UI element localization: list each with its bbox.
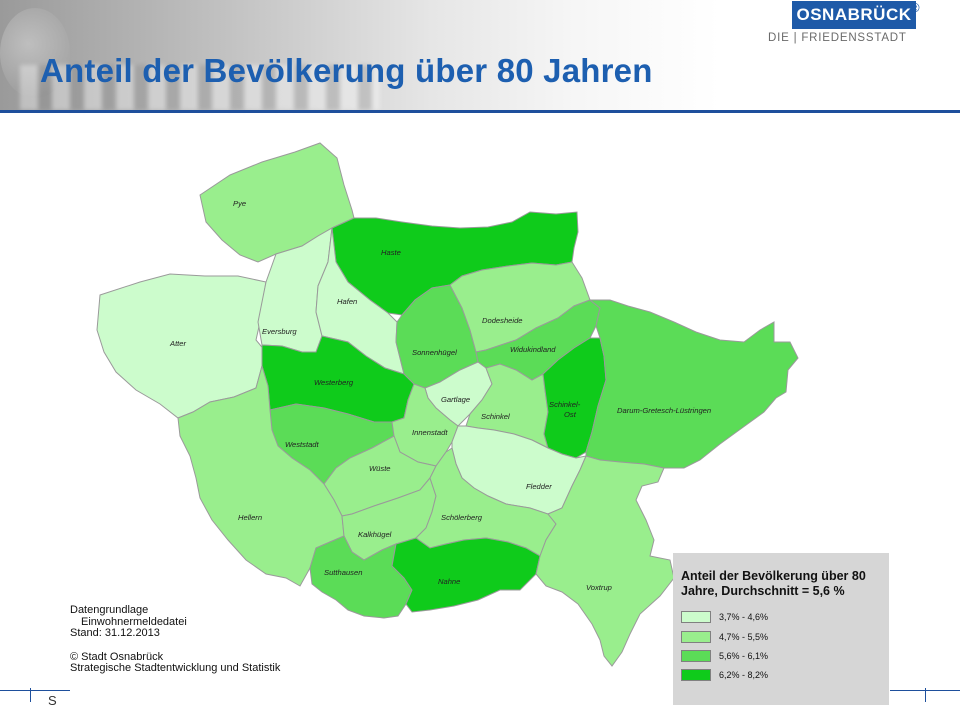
legend-title: Anteil der Bevölkerung über 80 Jahre, Du… bbox=[681, 569, 866, 598]
label-schinkel-ost-line1: Schinkel- bbox=[549, 400, 581, 409]
label-wueste: Wüste bbox=[369, 464, 391, 473]
label-sutthausen: Sutthausen bbox=[324, 568, 362, 577]
label-weststadt: Weststadt bbox=[285, 440, 320, 449]
map-legend: Anteil der Bevölkerung über 80 Jahre, Du… bbox=[673, 553, 889, 705]
footer-tick-left bbox=[30, 688, 31, 702]
header-rule bbox=[0, 110, 960, 113]
legend-swatch bbox=[681, 611, 711, 623]
legend-swatch bbox=[681, 669, 711, 681]
logo-text: OSNABRÜCK bbox=[796, 5, 912, 24]
label-schinkel: Schinkel bbox=[481, 412, 510, 421]
label-darum-gretesch-luestringen: Darum-Gretesch-Lüstringen bbox=[617, 406, 711, 415]
legend-swatch bbox=[681, 650, 711, 662]
label-pye: Pye bbox=[233, 199, 246, 208]
legend-item: 3,7% - 4,6% bbox=[681, 611, 881, 623]
source-line: Strategische Stadtentwicklung und Statis… bbox=[70, 662, 281, 674]
label-fledder: Fledder bbox=[526, 482, 552, 491]
logo-subtitle: DIE | FRIEDENSSTADT bbox=[768, 32, 907, 44]
label-eversburg: Eversburg bbox=[262, 327, 297, 336]
label-gartlage: Gartlage bbox=[441, 395, 470, 404]
label-dodesheide: Dodesheide bbox=[482, 316, 523, 325]
source-line: © Stadt Osnabrück bbox=[70, 650, 164, 663]
label-atter: Atter bbox=[169, 339, 187, 348]
legend-label: 6,2% - 8,2% bbox=[719, 670, 769, 680]
legend-item: 5,6% - 6,1% bbox=[681, 650, 881, 662]
label-innenstadt: Innenstadt bbox=[412, 428, 448, 437]
label-hafen: Hafen bbox=[337, 297, 357, 306]
legend-swatch bbox=[681, 631, 711, 643]
page-title: Anteil der Bevölkerung über 80 Jahren bbox=[40, 52, 653, 89]
source-note: Datengrundlage Einwohnermeldedatei Stand… bbox=[70, 604, 281, 675]
label-voxtrup: Voxtrup bbox=[586, 583, 612, 592]
legend-item: 6,2% - 8,2% bbox=[681, 669, 881, 681]
label-widukindland: Widukindland bbox=[510, 345, 556, 354]
footer-letter: S bbox=[48, 693, 57, 708]
label-nahne: Nahne bbox=[438, 577, 460, 586]
label-sonnenhuegel: Sonnenhügel bbox=[412, 348, 457, 357]
label-kalkhuegel: Kalkhügel bbox=[358, 530, 392, 539]
source-line: Stand: 31.12.2013 bbox=[70, 627, 160, 639]
logo-registered-mark: ® bbox=[910, 0, 920, 15]
legend-item: 4,7% - 5,5% bbox=[681, 631, 881, 643]
district-voxtrup bbox=[535, 455, 675, 667]
osnabrueck-logo: OSNABRÜCK bbox=[792, 1, 916, 29]
label-schinkel-ost-line2: Ost bbox=[564, 410, 577, 419]
district-darum-gretesch-luestringen bbox=[585, 299, 799, 469]
district-nahne bbox=[391, 537, 541, 613]
legend-label: 4,7% - 5,5% bbox=[719, 632, 769, 642]
source-line: Datengrundlage bbox=[70, 604, 149, 616]
coin-image bbox=[0, 8, 70, 98]
footer-tick-right bbox=[925, 688, 926, 702]
label-schoelerberg: Schölerberg bbox=[441, 513, 483, 522]
label-hellern: Hellern bbox=[238, 513, 262, 522]
legend-label: 3,7% - 4,6% bbox=[719, 612, 769, 622]
footer-rule-left bbox=[0, 690, 70, 691]
label-westerberg: Westerberg bbox=[314, 378, 354, 387]
source-line: Einwohnermeldedatei bbox=[81, 615, 187, 628]
legend-label: 5,6% - 6,1% bbox=[719, 651, 769, 661]
label-haste: Haste bbox=[381, 248, 401, 257]
banner-inscription-image bbox=[20, 65, 380, 110]
